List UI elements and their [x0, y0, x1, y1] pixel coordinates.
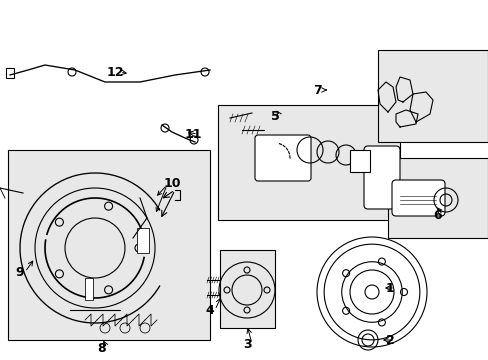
Bar	[6, 68, 14, 78]
Text: 5: 5	[270, 109, 279, 122]
Bar	[85, 278, 93, 300]
Text: 1: 1	[385, 282, 393, 294]
Bar	[8, 150, 209, 340]
Bar	[220, 250, 274, 328]
Text: 4: 4	[205, 303, 214, 316]
Text: 2: 2	[385, 333, 393, 346]
Bar	[218, 105, 399, 220]
Text: 7: 7	[313, 84, 322, 96]
Text: 3: 3	[242, 338, 251, 351]
FancyBboxPatch shape	[363, 146, 399, 209]
Bar	[387, 158, 487, 238]
Text: 9: 9	[16, 266, 24, 279]
Text: 12: 12	[106, 66, 123, 78]
Bar	[377, 50, 487, 142]
FancyBboxPatch shape	[254, 135, 310, 181]
Bar	[137, 228, 149, 253]
FancyBboxPatch shape	[391, 180, 444, 216]
Text: 10: 10	[163, 176, 181, 189]
Text: 6: 6	[433, 208, 442, 221]
Text: 8: 8	[98, 342, 106, 355]
Bar	[349, 150, 369, 172]
Text: 11: 11	[184, 127, 202, 140]
